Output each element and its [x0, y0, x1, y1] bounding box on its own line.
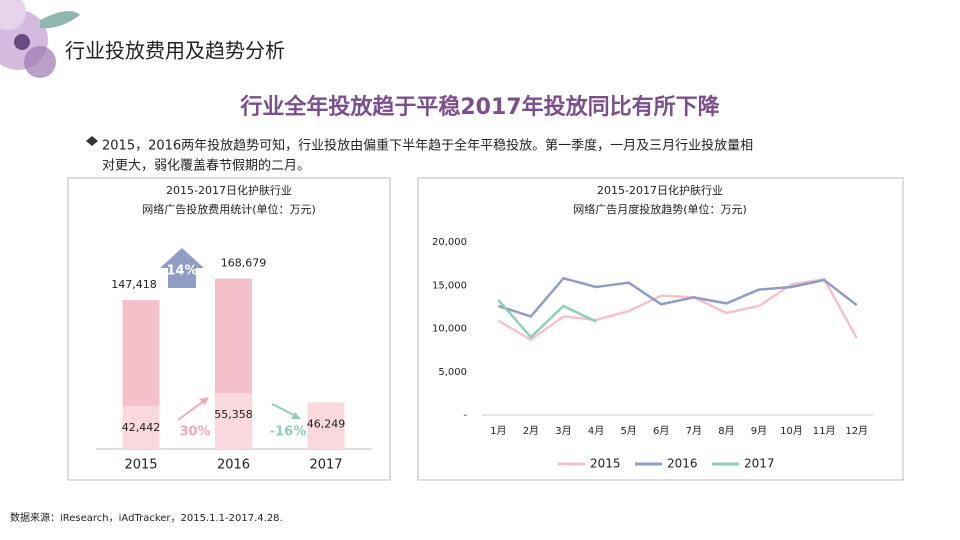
annotation: 30% — [179, 425, 210, 440]
annotation-arrow — [271, 403, 297, 417]
x-tick-label: 5月 — [620, 425, 636, 437]
x-tick-label: 12月 — [845, 425, 868, 437]
line-series — [497, 276, 858, 318]
x-tick-label: 8月 — [718, 425, 734, 437]
chart-frame — [417, 177, 904, 481]
x-tick-label: 2016 — [217, 458, 250, 473]
x-tick-label: 2017 — [309, 458, 342, 473]
chart-subtitle: 网络广告月度投放趋势(单位：万元) — [573, 202, 747, 216]
x-tick-label: 4月 — [588, 425, 604, 437]
data-label: 168,679 — [221, 257, 267, 270]
y-tick-label: 10,000 — [432, 324, 467, 335]
data-label: 42,442 — [122, 421, 161, 434]
chart-subtitle: 网络广告投放费用统计(单位：万元) — [142, 202, 316, 216]
line-series — [497, 277, 858, 342]
x-tick-label: 11月 — [813, 425, 836, 437]
chart-title: 2015-2017日化护肤行业 — [166, 183, 292, 197]
data-label: 46,249 — [307, 417, 346, 430]
annotation-arrow — [177, 399, 206, 421]
bar — [307, 402, 345, 449]
source-note: 数据来源：iResearch，iAdTracker，2015.1.1-2017.… — [10, 511, 283, 524]
y-tick-label: 20,000 — [432, 237, 467, 248]
chart-title: 2015-2017日化护肤行业 — [597, 183, 723, 197]
floral-decoration — [0, 0, 80, 78]
headline: 行业全年投放趋于平稳2017年投放同比有所下降 — [239, 94, 720, 120]
annotation: -16% — [270, 425, 307, 440]
line-series — [497, 299, 597, 339]
x-tick-label: 2月 — [523, 425, 539, 437]
bullet-icon — [86, 136, 98, 146]
x-tick-label: 10月 — [780, 425, 803, 437]
annotation-arrow — [199, 397, 209, 405]
annotation: 14% — [166, 264, 197, 279]
x-tick-label: 3月 — [555, 425, 571, 437]
y-tick-label: 15,000 — [432, 280, 467, 291]
legend-label: 2016 — [667, 457, 698, 471]
x-tick-label: 1月 — [490, 425, 506, 437]
data-label: 147,418 — [111, 278, 157, 291]
y-tick-label: - — [463, 410, 467, 421]
growth-arrow — [160, 248, 204, 288]
legend-label: 2017 — [744, 457, 775, 471]
x-tick-label: 6月 — [653, 425, 669, 437]
x-tick-label: 7月 — [686, 425, 702, 437]
legend-label: 2015 — [590, 457, 621, 471]
slide-title: 行业投放费用及趋势分析 — [65, 39, 285, 63]
x-tick-label: 9月 — [751, 425, 767, 437]
x-tick-label: 2015 — [124, 458, 157, 473]
bar — [215, 393, 252, 449]
y-tick-label: 5,000 — [438, 367, 467, 378]
bullet-text: 对更大，弱化覆盖春节假期的二月。 — [102, 158, 310, 174]
chart-frame — [67, 177, 391, 481]
bar — [122, 406, 160, 449]
annotation-arrow — [291, 412, 301, 419]
data-label: 55,358 — [214, 408, 253, 421]
bullet-text: 2015，2016两年投放趋势可知，行业投放由偏重下半年趋于全年平稳投放。第一季… — [102, 138, 753, 154]
